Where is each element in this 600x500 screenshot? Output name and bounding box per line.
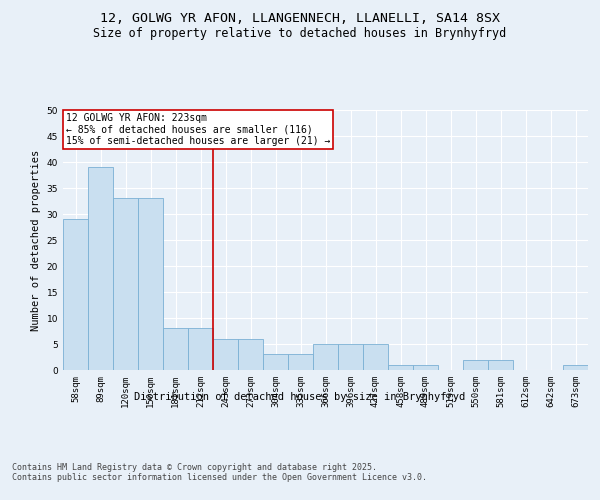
- Text: 12, GOLWG YR AFON, LLANGENNECH, LLANELLI, SA14 8SX: 12, GOLWG YR AFON, LLANGENNECH, LLANELLI…: [100, 12, 500, 26]
- Text: Size of property relative to detached houses in Brynhyfryd: Size of property relative to detached ho…: [94, 28, 506, 40]
- Bar: [163, 328, 188, 370]
- Bar: [338, 344, 363, 370]
- Bar: [188, 328, 213, 370]
- Bar: [213, 339, 238, 370]
- Bar: [463, 360, 488, 370]
- Bar: [113, 198, 138, 370]
- Bar: [288, 354, 313, 370]
- Bar: [63, 219, 88, 370]
- Bar: [563, 365, 588, 370]
- Bar: [488, 360, 513, 370]
- Y-axis label: Number of detached properties: Number of detached properties: [31, 150, 41, 330]
- Bar: [388, 365, 413, 370]
- Bar: [88, 167, 113, 370]
- Bar: [363, 344, 388, 370]
- Bar: [413, 365, 438, 370]
- Bar: [313, 344, 338, 370]
- Text: Contains HM Land Registry data © Crown copyright and database right 2025.
Contai: Contains HM Land Registry data © Crown c…: [12, 462, 427, 482]
- Bar: [138, 198, 163, 370]
- Text: Distribution of detached houses by size in Brynhyfryd: Distribution of detached houses by size …: [134, 392, 466, 402]
- Bar: [238, 339, 263, 370]
- Text: 12 GOLWG YR AFON: 223sqm
← 85% of detached houses are smaller (116)
15% of semi-: 12 GOLWG YR AFON: 223sqm ← 85% of detach…: [66, 113, 330, 146]
- Bar: [263, 354, 288, 370]
